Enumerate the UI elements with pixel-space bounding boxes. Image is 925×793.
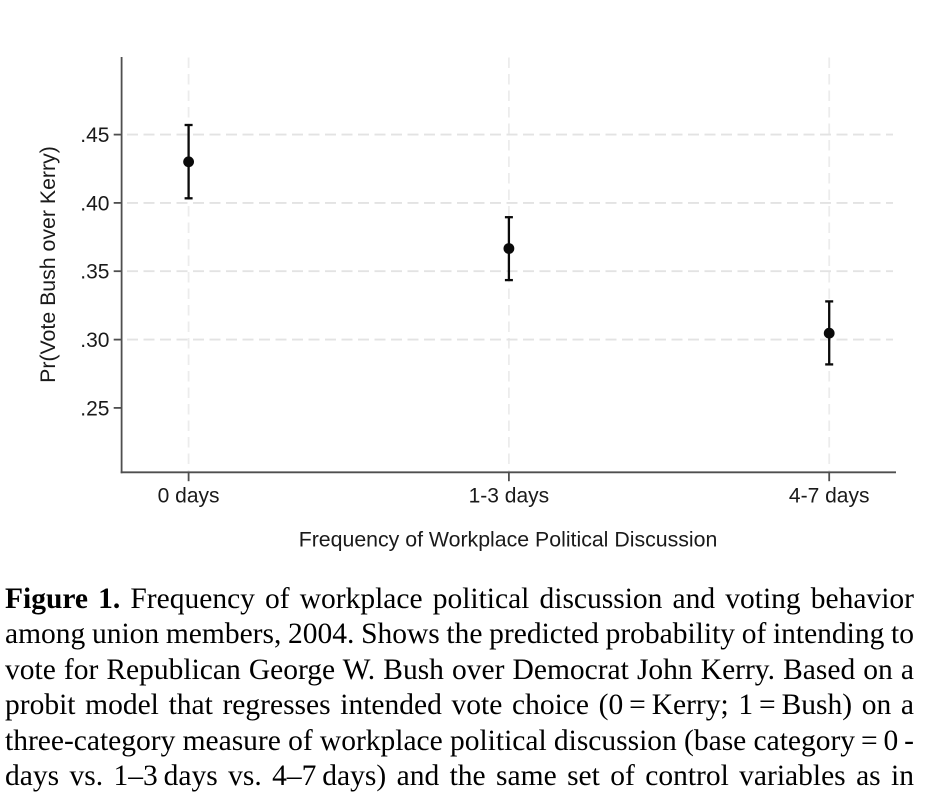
svg-text:Frequency of Workplace Politic: Frequency of Workplace Political Discuss… [299, 527, 718, 551]
svg-text:Pr(Vote Bush over Kerry): Pr(Vote Bush over Kerry) [36, 146, 60, 383]
svg-text:.45: .45 [80, 124, 109, 147]
svg-text:0 days: 0 days [158, 485, 220, 508]
svg-text:.40: .40 [80, 192, 109, 215]
svg-text:.35: .35 [80, 261, 109, 284]
svg-text:4-7 days: 4-7 days [789, 485, 870, 508]
svg-text:.25: .25 [80, 397, 109, 420]
svg-text:1-3 days: 1-3 days [469, 485, 550, 508]
svg-text:.30: .30 [80, 329, 109, 352]
